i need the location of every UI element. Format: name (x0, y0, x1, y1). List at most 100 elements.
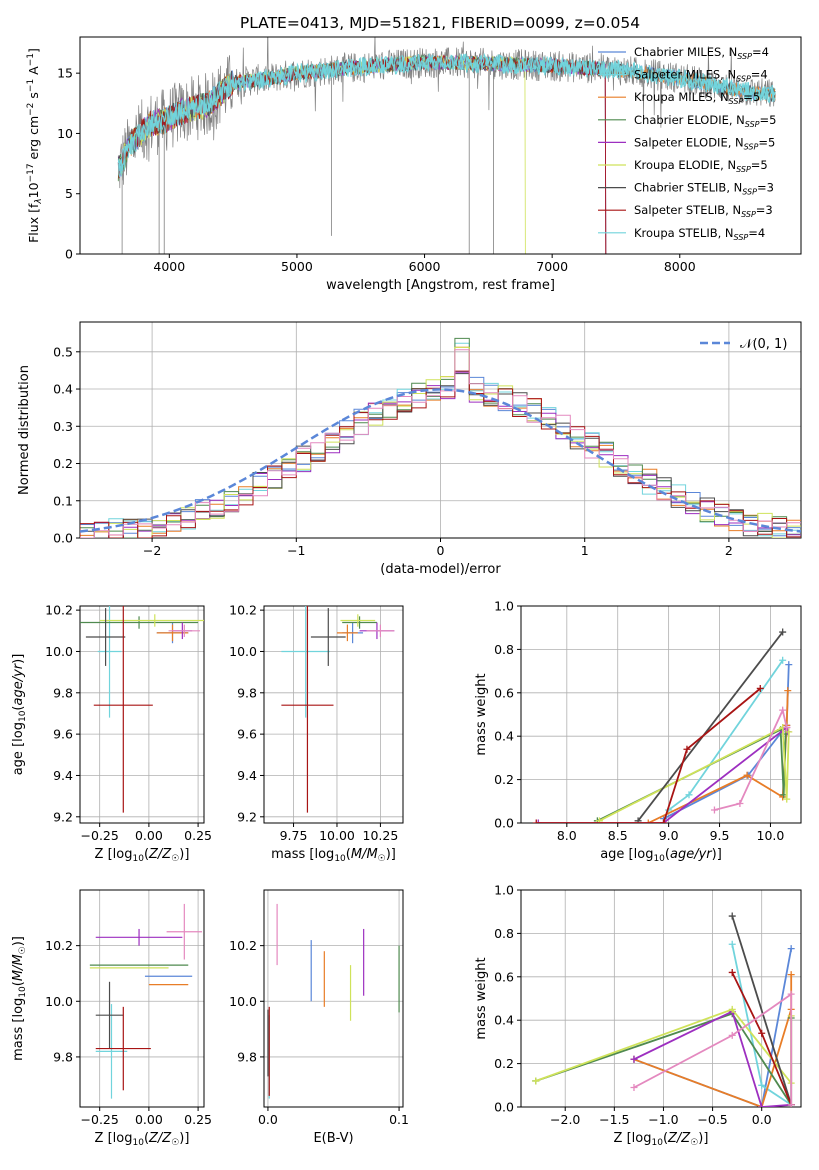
x-tick-label: 0.25 (184, 1112, 212, 1127)
model-spectrum-top (117, 52, 776, 172)
histogram-5 (80, 346, 801, 538)
mass-vs-EBV-panel: 0.0 0.1 9.8 10.0 10.2 E(B-V) (229, 889, 409, 1146)
axes-frame (263, 605, 404, 824)
weight-marker (728, 968, 736, 976)
age-vs-Z-panel: −0.25 0.00 0.25 9.2 9.4 9.6 9.8 10.0 10.2 Z [log1… (11, 603, 212, 864)
y-tick-label: 9.4 (53, 768, 73, 783)
weight-marker (785, 661, 793, 669)
y-tick-label: 9.6 (53, 727, 73, 742)
weight-series-7 (536, 687, 761, 823)
weight-marker (683, 745, 691, 753)
x-tick-label: 0 (437, 543, 445, 558)
error-bars (89, 903, 203, 1099)
y-tick-label: 0.0 (494, 816, 514, 831)
y-axis-label: age [log10(age/yr)] (11, 654, 28, 776)
error-bars (80, 606, 204, 813)
y-tick-label: 0 (65, 247, 73, 262)
y-tick-label: 9.8 (53, 1049, 73, 1064)
axes-frame (79, 36, 802, 255)
y-tick-label: 5 (65, 186, 73, 201)
x-tick-label: 8.5 (608, 828, 628, 843)
x-tick-label: 0.25 (184, 828, 212, 843)
x-tick-label: −1.5 (599, 1112, 629, 1127)
y-tick-label: 0.4 (53, 382, 73, 397)
y-tick-label: 0.8 (494, 926, 514, 941)
y-tick-label: 10 (57, 126, 73, 141)
weight-marker (710, 806, 718, 814)
y-tick-label: 9.4 (237, 768, 257, 783)
y-axis-label: mass weight (474, 673, 489, 755)
error-bars (281, 606, 395, 813)
axes-frame (79, 605, 205, 824)
weight-marker (728, 940, 736, 948)
histogram-8 (80, 349, 801, 538)
legend-entry: Salpeter MILES, NSSP=4 (634, 68, 768, 84)
weight-vs-Z-panel: −2.0 −1.5 −1.0 −0.5 0.0 0.0 0.2 0.4 0.6 0.8 1.0 Z [… (474, 883, 802, 1148)
weight-marker (787, 971, 795, 979)
x-tick-label: 4000 (153, 259, 185, 274)
x-tick-label: −1 (287, 543, 305, 558)
x-tick-label: 10.00 (319, 828, 355, 843)
residuals-panel: −2 −1 0 1 2 0.0 0.1 0.2 0.3 0.4 0.5 𝒩(0, 1) (data-mo… (17, 321, 802, 577)
x-tick-label: −2.0 (550, 1112, 580, 1127)
x-tick-label: 8.0 (557, 828, 577, 843)
weight-marker (758, 1029, 766, 1037)
weight-vs-age-panel: 8.0 8.5 9.0 9.5 10.0 0.0 0.2 0.4 0.6 0.8 1.0 age [l… (474, 599, 802, 864)
y-tick-label: 0.3 (53, 419, 73, 434)
weight-series-8 (714, 707, 788, 811)
y-tick-label: 0.6 (494, 685, 514, 700)
legend-entry: Kroupa ELODIE, NSSP=5 (634, 158, 768, 174)
legend-entry: Chabrier STELIB, NSSP=3 (634, 181, 774, 197)
x-tick-label: 2 (725, 543, 733, 558)
weight-marker (728, 1005, 736, 1013)
age-vs-mass-panel: 9.75 10.00 10.25 9.2 9.4 9.6 9.8 10.0 10.2 mass [… (229, 603, 404, 864)
x-axis-label: Z [log10(Z/Z☉)] (614, 1131, 709, 1148)
x-tick-label: −0.25 (81, 1112, 119, 1127)
axes-frame (520, 889, 802, 1108)
spectrum-panel: 4000 5000 6000 7000 8000 0 5 10 15 wavelength [An… (26, 36, 802, 293)
y-tick-label: 0.2 (494, 1056, 514, 1071)
x-tick-label: 9.75 (280, 828, 308, 843)
x-tick-label: 0.00 (135, 828, 163, 843)
weight-marker (785, 728, 793, 736)
observed-spectrum (118, 37, 776, 189)
weight-marker (532, 819, 540, 823)
x-axis-label: wavelength [Angstrom, rest frame] (326, 278, 555, 293)
y-tick-label: 10.2 (45, 938, 73, 953)
legend-entry: Kroupa MILES, NSSP=5 (634, 90, 760, 106)
y-tick-label: 10.0 (229, 994, 257, 1009)
weight-marker (783, 724, 791, 732)
weight-series-6 (731, 915, 793, 1106)
legend-entry: Salpeter STELIB, NSSP=3 (634, 203, 773, 219)
weight-marker (784, 687, 792, 695)
x-tick-label: −0.5 (697, 1112, 727, 1127)
weight-marker (532, 1077, 540, 1085)
y-tick-label: 0.0 (494, 1100, 514, 1115)
y-tick-label: 10.2 (45, 603, 73, 618)
x-axis-label: age [log10(age/yr)] (600, 847, 722, 864)
y-tick-label: 9.8 (53, 685, 73, 700)
x-tick-label: −1.0 (648, 1112, 678, 1127)
y-tick-label: 0.2 (494, 772, 514, 787)
x-tick-label: 10.0 (757, 828, 785, 843)
axes-frame (263, 889, 404, 1108)
weight-marker (728, 912, 736, 920)
y-axis-label: Normed distribution (17, 365, 32, 495)
x-tick-label: 9.5 (710, 828, 730, 843)
weight-series-8 (633, 992, 793, 1105)
x-tick-label: 8000 (664, 259, 696, 274)
weight-marker (728, 1031, 736, 1039)
legend-entry: 𝒩(0, 1) (740, 337, 787, 352)
histograms (80, 337, 801, 538)
mass-vs-Z-panel: −0.25 0.00 0.25 9.8 10.0 10.2 Z [log10(Z/Z☉)] m… (11, 889, 212, 1148)
y-tick-label: 10.0 (45, 994, 73, 1009)
y-tick-label: 10.0 (45, 644, 73, 659)
x-tick-label: 5000 (281, 259, 313, 274)
y-tick-label: 15 (57, 66, 73, 81)
weight-lines (532, 628, 793, 823)
weight-marker (660, 819, 668, 823)
x-tick-label: 7000 (536, 259, 568, 274)
weight-marker (595, 817, 603, 823)
weight-marker (779, 656, 787, 664)
